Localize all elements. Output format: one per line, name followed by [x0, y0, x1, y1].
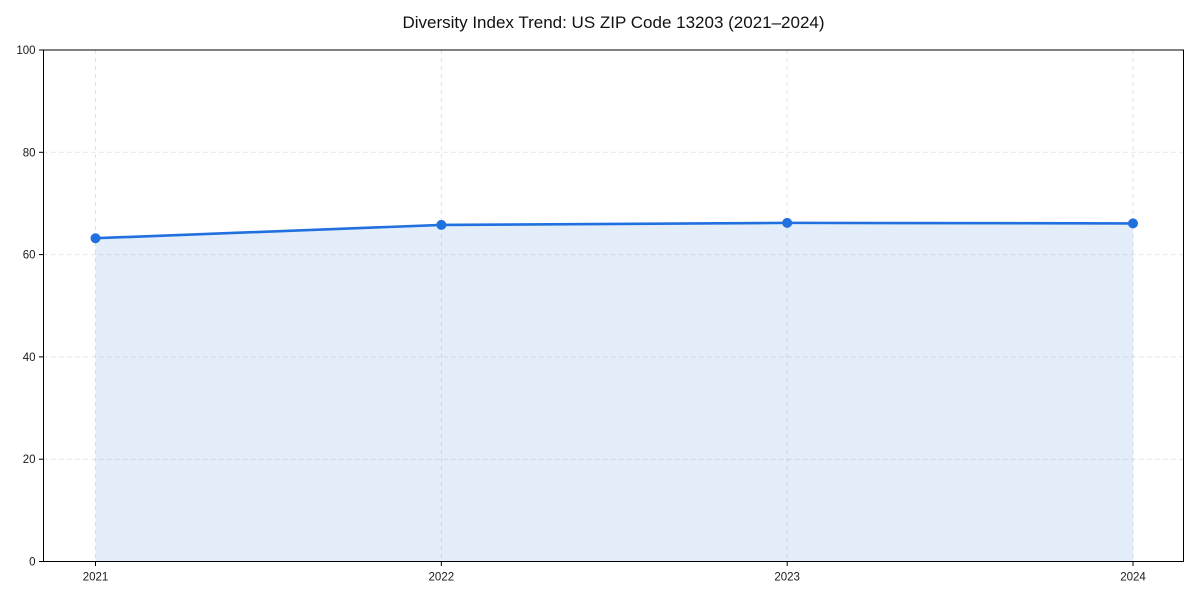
trend-line — [94, 221, 1135, 240]
y-axis-tick-label: 20 — [23, 454, 36, 466]
x-axis-tick-label: 2022 — [429, 572, 455, 584]
y-axis-tick-label: 60 — [23, 250, 36, 262]
x-axis-tick-label: 2023 — [774, 572, 800, 584]
y-axis-tick-label: 100 — [16, 45, 35, 57]
data-point-2022 — [436, 219, 447, 230]
area-fill — [95, 222, 1133, 562]
x-axis-tick-label: 2021 — [83, 572, 109, 584]
data-point-2021 — [90, 233, 101, 244]
chart-title: Diversity Index Trend: US ZIP Code 13203… — [402, 13, 825, 32]
y-axis-tick-label: 40 — [23, 352, 36, 364]
data-point-2024 — [1128, 218, 1138, 229]
x-axis-tick-label: 2024 — [1120, 572, 1146, 584]
data-point-2023 — [782, 217, 793, 228]
y-axis-tick-label: 0 — [29, 557, 35, 569]
y-axis-tick-label: 80 — [23, 147, 36, 159]
plot-border — [43, 49, 1184, 562]
